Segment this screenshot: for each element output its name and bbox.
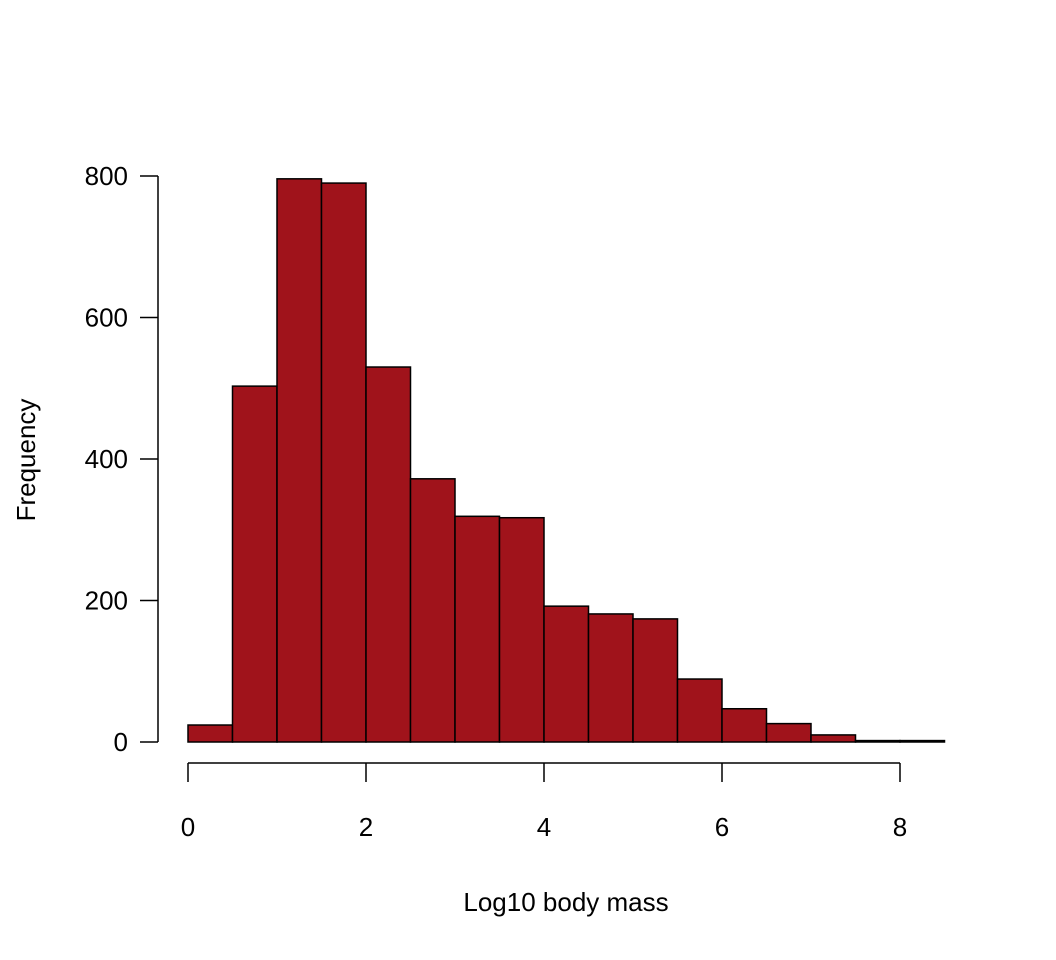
x-axis-label: Log10 body mass — [463, 887, 668, 917]
y-tick-label: 0 — [114, 727, 128, 757]
y-tick-label: 800 — [85, 161, 128, 191]
x-tick-label: 2 — [359, 812, 373, 842]
histogram-bar — [721, 707, 768, 743]
x-tick-label: 0 — [181, 812, 195, 842]
y-tick-label: 200 — [85, 586, 128, 616]
x-tick-label: 6 — [715, 812, 729, 842]
histogram-bar — [231, 385, 278, 743]
histogram-bar — [587, 613, 634, 743]
histogram-bar — [187, 724, 234, 743]
histogram-bar — [632, 618, 679, 743]
x-tick-label: 4 — [537, 812, 551, 842]
y-tick-label: 400 — [85, 444, 128, 474]
histogram-bar — [454, 515, 501, 743]
histogram-bar — [854, 739, 901, 743]
histogram-bar — [765, 722, 812, 743]
y-tick-label: 600 — [85, 303, 128, 333]
x-tick-label: 8 — [893, 812, 907, 842]
y-axis: 0 200 400 600 800 — [85, 161, 159, 757]
histogram-bar — [676, 678, 723, 743]
histogram-bar — [320, 182, 367, 743]
histogram-bar — [409, 478, 456, 743]
histogram-bar — [543, 605, 590, 743]
histogram-bar — [498, 516, 545, 743]
histogram-bar — [810, 734, 857, 743]
y-axis-label: Frequency — [11, 399, 41, 522]
histogram-bar — [899, 739, 946, 743]
histogram-bar — [276, 178, 323, 743]
x-axis: 0 2 4 6 8 — [181, 762, 907, 842]
histogram-bar — [365, 366, 412, 743]
bars — [187, 178, 946, 743]
